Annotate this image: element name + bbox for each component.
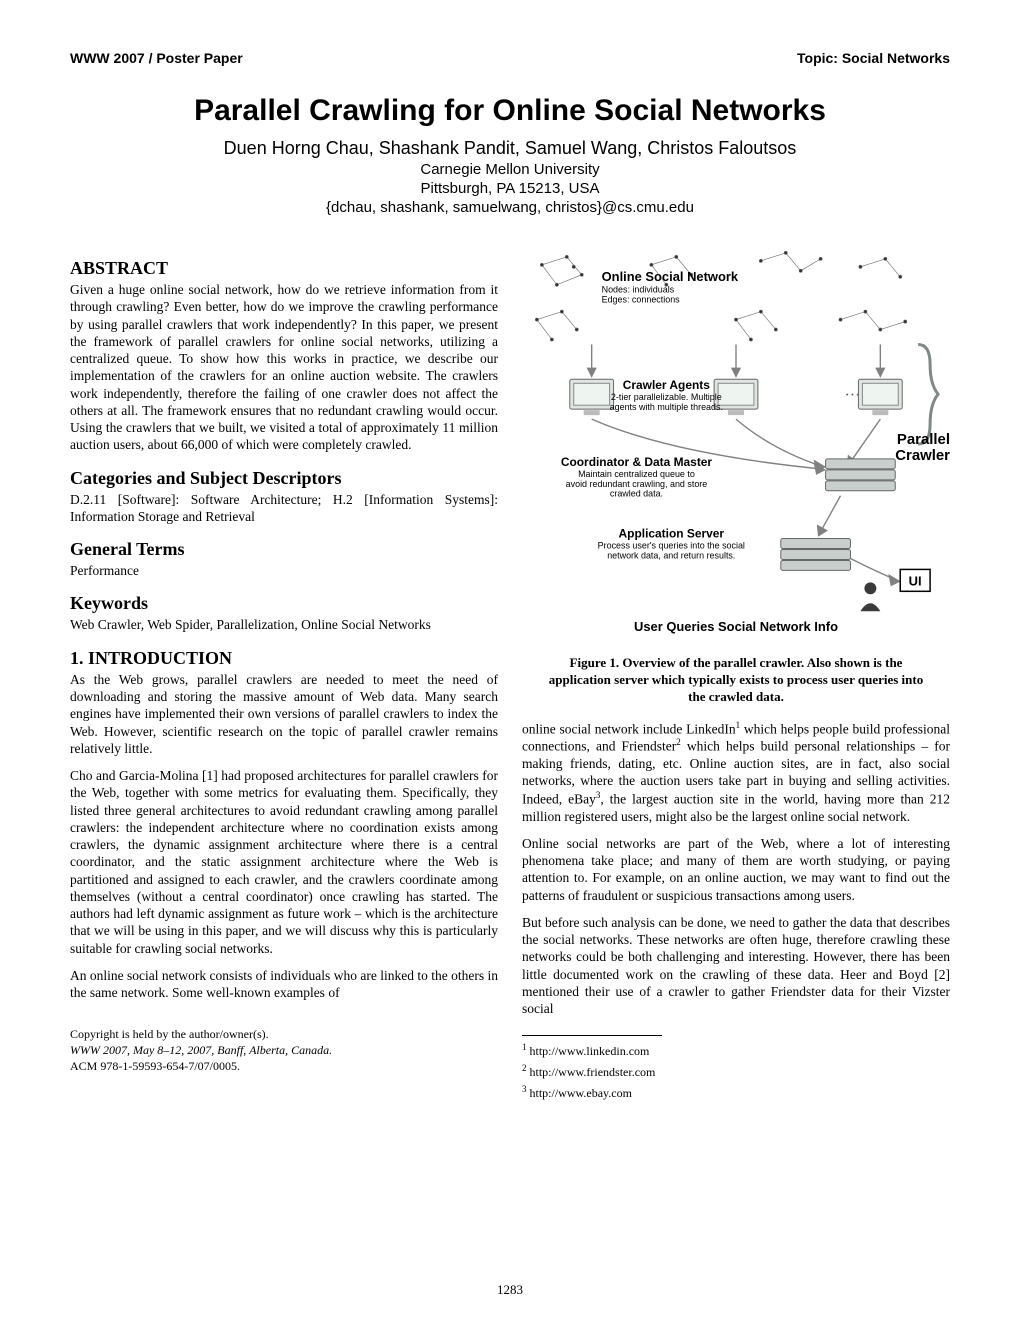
left-column: ABSTRACT Given a huge online social netw… xyxy=(70,244,498,1105)
fig-coord-sub3: crawled data. xyxy=(610,489,663,499)
figure-1: Online Social Network Nodes: individuals… xyxy=(522,244,950,649)
fn3-text: http://www.ebay.com xyxy=(527,1086,632,1100)
fn2-text: http://www.friendster.com xyxy=(527,1065,656,1079)
right-column: Online Social Network Nodes: individuals… xyxy=(522,244,950,1105)
abstract-heading: ABSTRACT xyxy=(70,258,498,279)
fig-coord-sub2: avoid redundant crawling, and store xyxy=(566,479,708,489)
keywords-heading: Keywords xyxy=(70,593,498,614)
monitor-icon xyxy=(570,379,614,415)
fig-ui-label: UI xyxy=(909,573,922,588)
copyright-l2-italic: WWW 2007, May 8–12, 2007, Banff, Alberta… xyxy=(70,1043,332,1057)
keywords-body: Web Crawler, Web Spider, Parallelization… xyxy=(70,616,498,633)
header-right: Topic: Social Networks xyxy=(797,50,950,66)
server-icon xyxy=(781,539,851,571)
affiliation-1: Carnegie Mellon University xyxy=(70,161,950,178)
general-terms-heading: General Terms xyxy=(70,539,498,560)
abstract-body: Given a huge online social network, how … xyxy=(70,281,498,454)
fig-app-sub2: network data, and return results. xyxy=(607,550,735,560)
figure-1-caption: Figure 1. Overview of the parallel crawl… xyxy=(542,655,930,706)
fig-parallel-l1: Parallel xyxy=(897,431,950,448)
intro-p1: As the Web grows, parallel crawlers are … xyxy=(70,671,498,757)
affiliation-2: Pittsburgh, PA 15213, USA xyxy=(70,180,950,197)
fig-coord-sub1: Maintain centralized queue to xyxy=(578,469,695,479)
authors-line: Duen Horng Chau, Shashank Pandit, Samuel… xyxy=(70,138,950,159)
footnote-1: 1 http://www.linkedin.com xyxy=(522,1042,950,1059)
page: WWW 2007 / Poster Paper Topic: Social Ne… xyxy=(0,0,1020,1320)
brace-icon xyxy=(918,344,938,444)
copyright-l3: ACM 978-1-59593-654-7/07/0005. xyxy=(70,1058,498,1074)
general-terms-body: Performance xyxy=(70,562,498,579)
server-icon xyxy=(826,459,896,491)
figure-1-svg: Online Social Network Nodes: individuals… xyxy=(522,244,950,644)
categories-heading: Categories and Subject Descriptors xyxy=(70,468,498,489)
header-left: WWW 2007 / Poster Paper xyxy=(70,50,243,66)
right-p2: Online social networks are part of the W… xyxy=(522,835,950,904)
categories-body: D.2.11 [Software]: Software Architecture… xyxy=(70,491,498,526)
copyright-block: Copyright is held by the author/owner(s)… xyxy=(70,1026,498,1075)
two-column-body: ABSTRACT Given a huge online social netw… xyxy=(70,244,950,1105)
person-icon xyxy=(860,582,880,611)
page-number: 1283 xyxy=(0,1282,1020,1298)
fig-osn-sub1: Nodes: individuals xyxy=(602,285,675,295)
network-cluster xyxy=(540,255,583,286)
copyright-l2: WWW 2007, May 8–12, 2007, Banff, Alberta… xyxy=(70,1042,498,1058)
fig-parallel-l2: Crawler xyxy=(895,447,950,464)
copyright-l1: Copyright is held by the author/owner(s)… xyxy=(70,1026,498,1042)
fig-coord-title: Coordinator & Data Master xyxy=(561,455,713,469)
footnote-3: 3 http://www.ebay.com xyxy=(522,1084,950,1101)
fig-bottom-label: User Queries Social Network Info xyxy=(634,619,838,634)
fig-osn-sub2: Edges: connections xyxy=(602,295,681,305)
intro-heading: 1. INTRODUCTION xyxy=(70,648,498,669)
footnote-rule xyxy=(522,1035,662,1036)
intro-p2: Cho and Garcia-Molina [1] had proposed a… xyxy=(70,767,498,957)
right-p1: online social network include LinkedIn1 … xyxy=(522,720,950,825)
fig-crawler-sub1: 2-tier parallelizable. Multiple xyxy=(611,392,722,402)
p1a: online social network include LinkedIn xyxy=(522,721,736,736)
intro-p3: An online social network consists of ind… xyxy=(70,967,498,1002)
right-p3: But before such analysis can be done, we… xyxy=(522,914,950,1018)
footnote-2: 2 http://www.friendster.com xyxy=(522,1063,950,1080)
fig-app-title: Application Server xyxy=(619,527,725,541)
emails: {dchau, shashank, samuelwang, christos}@… xyxy=(70,199,950,216)
fn1-text: http://www.linkedin.com xyxy=(527,1044,650,1058)
fig-osn-title: Online Social Network xyxy=(602,269,739,284)
running-header: WWW 2007 / Poster Paper Topic: Social Ne… xyxy=(70,50,950,66)
fig-crawler-title: Crawler Agents xyxy=(623,378,710,392)
fig-app-sub1: Process user's queries into the social xyxy=(598,541,745,551)
paper-title: Parallel Crawling for Online Social Netw… xyxy=(70,94,950,128)
fig-crawler-sub2: agents with multiple threads. xyxy=(610,402,723,412)
